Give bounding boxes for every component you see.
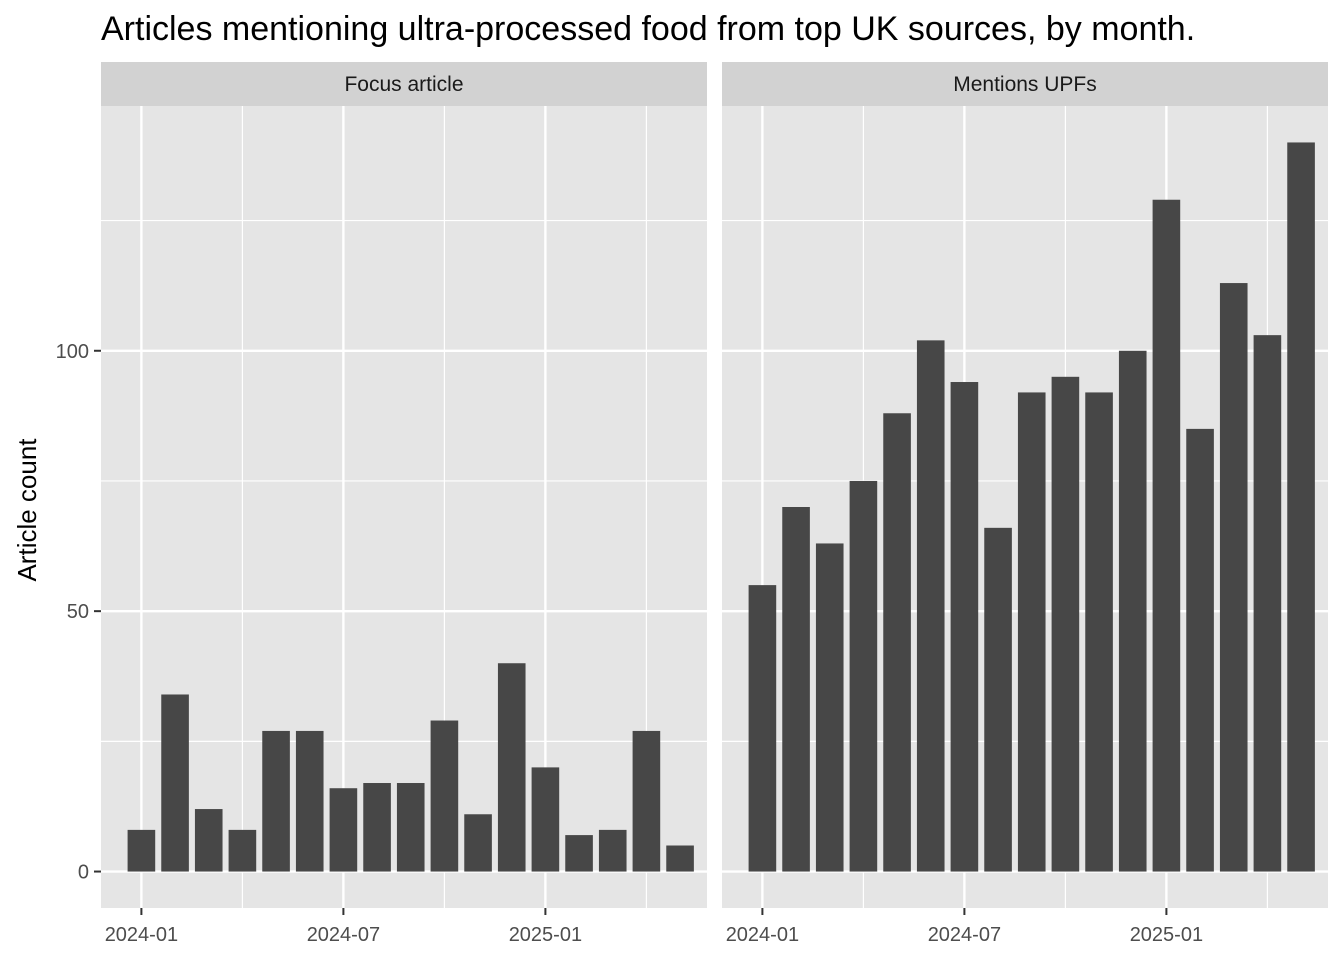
bar-2024-02 (161, 694, 189, 872)
bar-2024-06 (295, 730, 324, 872)
bar-2025-04 (1253, 335, 1282, 872)
bar-2024-06 (916, 340, 945, 872)
bar-2025-05 (1287, 142, 1315, 872)
bar-2025-03 (598, 829, 627, 872)
bar-2025-05 (666, 845, 694, 872)
bar-2024-01 (748, 585, 777, 872)
bar-2024-05 (883, 413, 911, 872)
x-tick-label: 2024-07 (928, 924, 1001, 946)
facet-panel-2: Mentions UPFs 2024-01 2024-07 2025-01 (722, 62, 1328, 946)
bar-2024-12 (1118, 350, 1147, 872)
x-tick-label: 2025-01 (1130, 924, 1203, 946)
bar-2024-11 (1085, 392, 1113, 872)
bar-2025-02 (565, 835, 593, 872)
bar-2024-08 (984, 527, 1012, 872)
y-tick-label: 100 (56, 341, 89, 363)
y-axis-title: Article count (12, 438, 42, 582)
facet-strip-label: Mentions UPFs (953, 73, 1097, 96)
x-tick-label: 2024-01 (726, 924, 799, 946)
y-tick-label: 50 (67, 601, 89, 623)
bar-2024-04 (849, 480, 878, 872)
bar-2024-08 (363, 783, 391, 872)
bar-2025-02 (1186, 428, 1214, 872)
bar-2024-04 (228, 829, 257, 872)
bar-2025-01 (531, 767, 560, 872)
facet-panels: Focus article 2024-01 2024-07 2025-01 0 50 100… (56, 62, 1328, 946)
chart-title: Articles mentioning ultra-processed food… (101, 10, 1195, 48)
bar-2024-12 (497, 663, 526, 872)
facet-strip (722, 62, 1328, 106)
x-tick-label: 2025-01 (509, 924, 582, 946)
bar-2024-09 (1017, 392, 1046, 872)
facet-strip-label: Focus article (344, 73, 463, 96)
bar-2025-03 (1219, 283, 1248, 872)
bar-2024-10 (430, 720, 459, 872)
bar-2024-09 (396, 783, 425, 872)
plot-background (101, 106, 707, 908)
bar-2024-05 (262, 730, 290, 872)
bar-2024-03 (194, 809, 223, 872)
bar-2024-11 (464, 814, 492, 872)
x-tick-label: 2024-01 (105, 924, 178, 946)
bar-2024-07 (329, 788, 358, 872)
bar-2024-07 (950, 382, 979, 872)
bar-2024-10 (1051, 376, 1080, 872)
bar-2025-04 (632, 730, 661, 872)
facet-panel-1: Focus article 2024-01 2024-07 2025-01 0 50 100 (56, 62, 707, 946)
bar-2024-03 (815, 543, 844, 872)
bar-2025-01 (1152, 199, 1181, 872)
facet-strip (101, 62, 707, 106)
x-tick-label: 2024-07 (307, 924, 380, 946)
bar-2024-01 (127, 829, 156, 872)
y-tick-label: 0 (78, 862, 89, 884)
bar-2024-02 (782, 507, 810, 872)
